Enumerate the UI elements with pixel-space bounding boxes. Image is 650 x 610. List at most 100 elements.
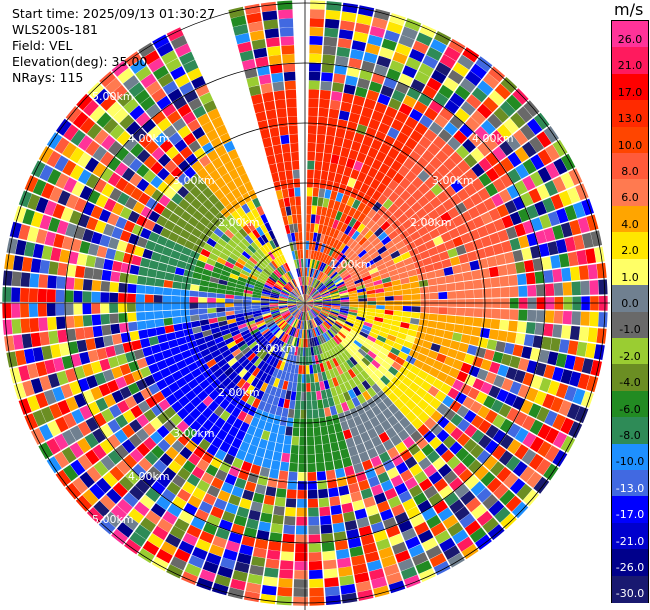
- radar-gate: [154, 286, 164, 295]
- radar-gate: [201, 274, 211, 282]
- radar-gate: [305, 329, 308, 339]
- radar-gate: [330, 504, 342, 515]
- radar-gate: [206, 129, 219, 142]
- radar-gate: [339, 292, 349, 297]
- radar-gate: [509, 286, 519, 298]
- radar-gate: [226, 214, 237, 225]
- radar-gate: [70, 238, 82, 252]
- radar-gate: [465, 70, 482, 87]
- radar-gate: [316, 390, 322, 400]
- radar-gate: [429, 121, 443, 135]
- radar-gate: [472, 238, 484, 250]
- radar-gate: [255, 484, 267, 495]
- radar-gate: [322, 333, 329, 342]
- radar-gate: [348, 332, 357, 340]
- radar-gate: [72, 111, 89, 129]
- radar-gate: [211, 116, 225, 129]
- radar-gate: [270, 337, 279, 346]
- radar-gate: [262, 243, 271, 253]
- radar-gate: [313, 299, 323, 302]
- radar-gate: [189, 303, 199, 309]
- radar-gate: [130, 58, 147, 74]
- radar-gate: [443, 470, 458, 485]
- radar-gate: [219, 441, 231, 453]
- radar-gate: [261, 295, 270, 299]
- radar-gate: [255, 319, 265, 326]
- radar-gate: [2, 270, 13, 286]
- radar-gate: [285, 498, 297, 508]
- radar-gate: [199, 280, 210, 287]
- radar-gate: [264, 421, 273, 432]
- radar-gate: [187, 378, 199, 390]
- radar-gate: [310, 9, 325, 19]
- radar-gate: [335, 279, 344, 286]
- radar-gate: [315, 270, 321, 279]
- radar-gate: [512, 461, 528, 477]
- radar-gate: [428, 99, 444, 114]
- radar-gate: [142, 248, 153, 260]
- radar-gate: [251, 297, 261, 301]
- colorbar-tick-label: 13.0: [617, 112, 643, 126]
- radar-gate: [98, 383, 111, 397]
- radar-gate: [101, 135, 116, 151]
- radar-gate: [27, 363, 39, 379]
- radar-gate: [2, 303, 12, 319]
- radar-gate: [229, 344, 239, 353]
- radar-gate: [315, 152, 324, 162]
- radar-gate: [116, 130, 132, 146]
- radar-gate: [40, 406, 55, 423]
- radar-gate: [65, 106, 82, 123]
- radar-gate: [313, 279, 319, 288]
- radar-gate: [247, 244, 257, 254]
- radar-gate: [338, 254, 347, 263]
- colorbar-tick-label: 26.0: [617, 33, 643, 46]
- radar-gate: [324, 586, 340, 597]
- radar-gate: [79, 117, 96, 134]
- radar-gate: [277, 0, 293, 11]
- radar-gate: [455, 316, 465, 325]
- radar-gate: [133, 349, 145, 360]
- radar-gate: [308, 241, 313, 250]
- radar-gate: [100, 151, 114, 167]
- radar-gate: [311, 308, 320, 315]
- radar-gate: [330, 387, 338, 397]
- radar-gate: [402, 288, 412, 295]
- radar-gate: [129, 173, 143, 187]
- radar-gate: [291, 291, 299, 298]
- radar-gate: [287, 116, 298, 126]
- radar-gate: [485, 182, 498, 197]
- radar-gate: [408, 382, 420, 393]
- radar-gate: [290, 292, 298, 298]
- radar-gate: [359, 183, 370, 194]
- radar-gate: [114, 250, 125, 262]
- radar-gate: [372, 255, 383, 264]
- radar-gate: [344, 215, 353, 225]
- radar-gate: [432, 360, 444, 371]
- radar-gate: [305, 258, 308, 268]
- radar-gate: [332, 395, 341, 406]
- radar-gate: [257, 65, 270, 76]
- radar-gate: [365, 376, 376, 387]
- radar-gate: [452, 379, 464, 391]
- radar-gate: [313, 259, 318, 269]
- radar-gate: [262, 330, 272, 338]
- radar-gate: [247, 444, 258, 456]
- radar-gate: [273, 315, 283, 322]
- radar-gate: [257, 236, 266, 246]
- radar-gate: [148, 260, 159, 270]
- radar-gate: [263, 314, 272, 320]
- radar-gate: [199, 319, 210, 326]
- radar-gate: [331, 300, 341, 303]
- radar-gate: [286, 98, 297, 108]
- radar-gate: [335, 241, 343, 251]
- radar-gate: [39, 259, 50, 274]
- radar-gate: [320, 311, 329, 317]
- radar-gate: [364, 366, 374, 377]
- radar-gate: [29, 303, 38, 317]
- radar-gate: [240, 269, 250, 277]
- radar-gate: [351, 342, 360, 351]
- radar-gate: [276, 108, 287, 118]
- radar-gate: [336, 476, 348, 487]
- radar-gate: [272, 451, 282, 462]
- radar-gate: [313, 337, 318, 347]
